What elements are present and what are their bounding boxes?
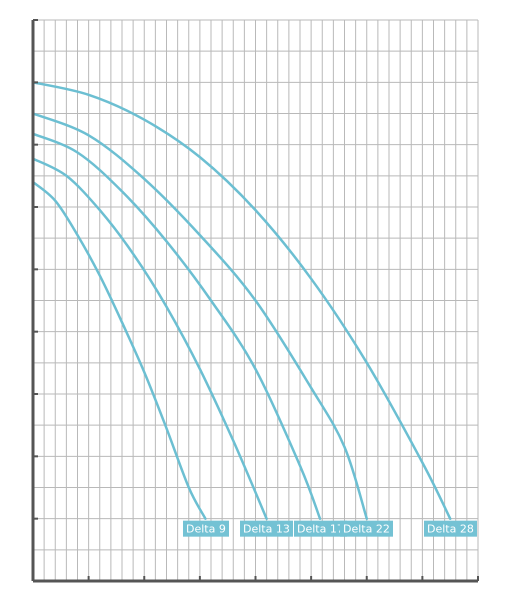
series-label-text: Delta 9 [186,523,226,536]
series-label-5: Delta 28 [424,520,477,537]
series-label-bg [424,520,477,537]
series-label-3: Delta 17 [294,520,347,537]
series-label-4: Delta 22 [340,520,393,537]
series-curve-4 [31,112,369,520]
series-label-bg [240,520,293,537]
series-curve-3 [31,132,322,520]
series-curve-2 [31,157,268,520]
series-label-text: Delta 28 [427,523,474,536]
axes [31,19,479,583]
series-label-text: Delta 22 [343,523,390,536]
series-label-1: Delta 9 [183,520,229,537]
series-label-2: Delta 13 [240,520,293,537]
series-label-bg [294,520,347,537]
series-label-bg [340,520,393,537]
series-labels: Delta 9 Delta 13 Delta 17 Delta 22 Delta 28 [183,520,477,537]
series-label-bg [183,520,229,537]
series-curve-1 [31,180,207,520]
series-label-text: Delta 13 [243,523,290,536]
curves [31,81,452,520]
series-label-text: Delta 17 [297,523,344,536]
series-curve-5 [31,81,452,520]
